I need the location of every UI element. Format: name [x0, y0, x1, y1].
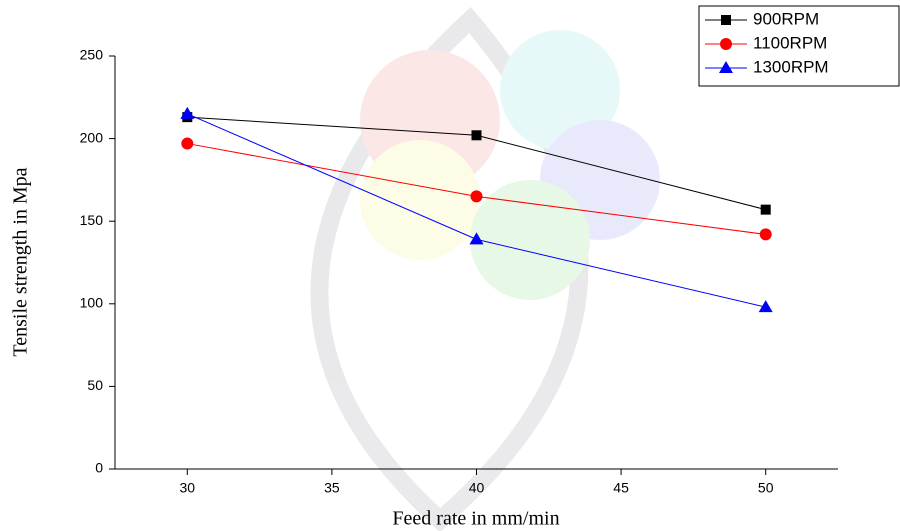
y-tick-label: 0: [95, 460, 103, 476]
marker: [470, 190, 483, 203]
y-tick-label: 250: [80, 47, 104, 63]
watermark: [310, 6, 660, 531]
marker: [469, 232, 484, 245]
legend-label: 1100RPM: [753, 33, 827, 52]
marker: [720, 38, 732, 50]
x-tick-label: 45: [613, 480, 629, 496]
marker: [758, 300, 773, 313]
y-axis-label: Tensile strength in Mpa: [10, 167, 32, 356]
marker: [760, 204, 771, 215]
marker: [180, 106, 195, 119]
marker: [181, 137, 194, 150]
legend-label: 1300RPM: [753, 57, 829, 76]
x-tick-label: 30: [180, 480, 196, 496]
legend-label: 900RPM: [753, 9, 819, 28]
x-tick-label: 40: [469, 480, 485, 496]
y-tick-label: 150: [80, 212, 104, 228]
x-tick-label: 50: [758, 480, 774, 496]
marker: [759, 228, 772, 241]
x-axis-label: Feed rate in mm/min: [392, 508, 559, 530]
marker: [721, 15, 731, 25]
marker: [471, 130, 482, 141]
y-tick-label: 50: [87, 377, 103, 393]
x-tick-label: 35: [324, 480, 340, 496]
marker: [719, 61, 733, 73]
y-tick-label: 200: [80, 129, 104, 145]
y-tick-label: 100: [80, 295, 104, 311]
